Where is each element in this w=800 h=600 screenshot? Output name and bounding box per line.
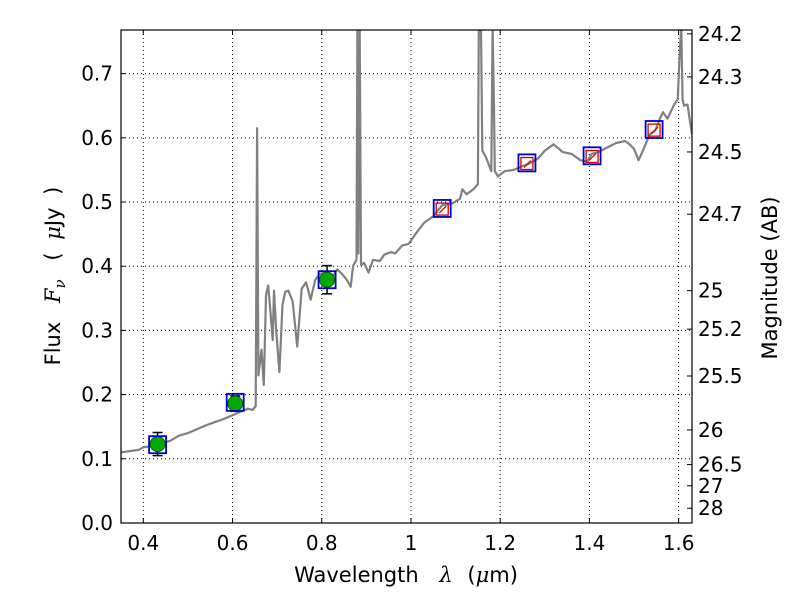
model-photometry-series (148, 120, 664, 455)
y-axis-title-unit-open: ( (41, 252, 65, 260)
upper-limit-marker (435, 202, 449, 216)
y2-axis-title: Magnitude (AB) (758, 196, 782, 359)
x-tick-label: 0.8 (306, 531, 338, 555)
x-axis-title-unit-m: m (489, 563, 509, 587)
upper-limit-arrow (523, 160, 532, 168)
model-point (317, 270, 337, 290)
y-axis-title: Flux Fν ( μJy ) (41, 187, 70, 366)
y-axis-title-symbol: F (41, 287, 65, 304)
model-point (148, 435, 167, 455)
x-axis-title: Wavelength λ (μm) (294, 563, 518, 587)
axis-ticks: 0.4 0.6 0.8 1 1.2 1.4 1.6 0.0 0.1 0.2 0.3 0.4 0.5 0.6… (81, 22, 742, 555)
y-tick-label: 0.4 (81, 254, 113, 278)
model-point (644, 120, 664, 139)
y-tick-label: 0.5 (81, 190, 113, 214)
y-tick-label: 0.6 (81, 126, 113, 150)
y2-tick-label: 25.5 (698, 364, 743, 388)
y-tick-label: 0.0 (81, 511, 113, 535)
upper-limit-marker (647, 123, 661, 137)
model-point (225, 392, 245, 412)
x-axis-title-symbol: λ (438, 563, 452, 587)
y2-tick-label: 27 (698, 474, 723, 498)
y2-tick-label: 25 (698, 279, 723, 303)
observed-point (319, 271, 336, 288)
model-point (432, 199, 452, 218)
x-tick-label: 1 (405, 531, 418, 555)
x-tick-label: 0.4 (127, 531, 159, 555)
x-tick-label: 1.2 (484, 531, 516, 555)
y-tick-label: 0.1 (81, 447, 113, 471)
y-axis-title-subscript: ν (51, 279, 69, 288)
x-tick-label: 1.4 (573, 531, 605, 555)
upper-limit-arrow (588, 153, 597, 161)
grid (121, 30, 692, 524)
upper-limit-marker (585, 149, 599, 164)
y2-tick-label: 24.7 (698, 202, 743, 226)
observed-photometry-series (149, 264, 336, 457)
y-axis-title-text: Flux (41, 322, 65, 366)
spectrum-line (121, 30, 692, 454)
x-axis-title-text: Wavelength (294, 563, 419, 587)
y2-tick-label: 28 (698, 496, 723, 520)
y2-tick-label: 25.2 (698, 317, 743, 341)
x-tick-label: 1.6 (663, 531, 695, 555)
observed-point (227, 395, 244, 412)
upper-limit-marker (520, 156, 534, 171)
y-tick-label: 0.3 (81, 318, 113, 342)
observed-point (149, 436, 166, 453)
model-point (582, 146, 602, 166)
y2-tick-label: 24.5 (698, 140, 743, 164)
x-axis-title-unit-open: ( (467, 563, 475, 587)
y2-tick-label: 26 (698, 418, 723, 442)
spectrum-series (121, 30, 692, 454)
x-axis-title-unit-close: ) (510, 563, 518, 587)
upper-limit-arrow (438, 205, 447, 214)
model-point (517, 153, 537, 173)
y2-tick-label: 26.5 (698, 453, 743, 477)
x-axis-title-unit-mu: μ (476, 563, 490, 587)
y2-tick-label: 24.2 (698, 22, 743, 46)
y-axis-title-unit-mu: μ (41, 226, 65, 240)
y-axis-title-unit-jy: Jy (41, 207, 65, 228)
y-tick-label: 0.2 (81, 383, 113, 407)
plot-frame (120, 29, 693, 524)
y-axis-title-unit-close: ) (41, 187, 65, 195)
x-tick-label: 0.6 (217, 531, 249, 555)
upper-limit-arrow (650, 126, 659, 135)
y-tick-label: 0.7 (81, 62, 113, 86)
y2-tick-label: 24.3 (698, 65, 743, 89)
